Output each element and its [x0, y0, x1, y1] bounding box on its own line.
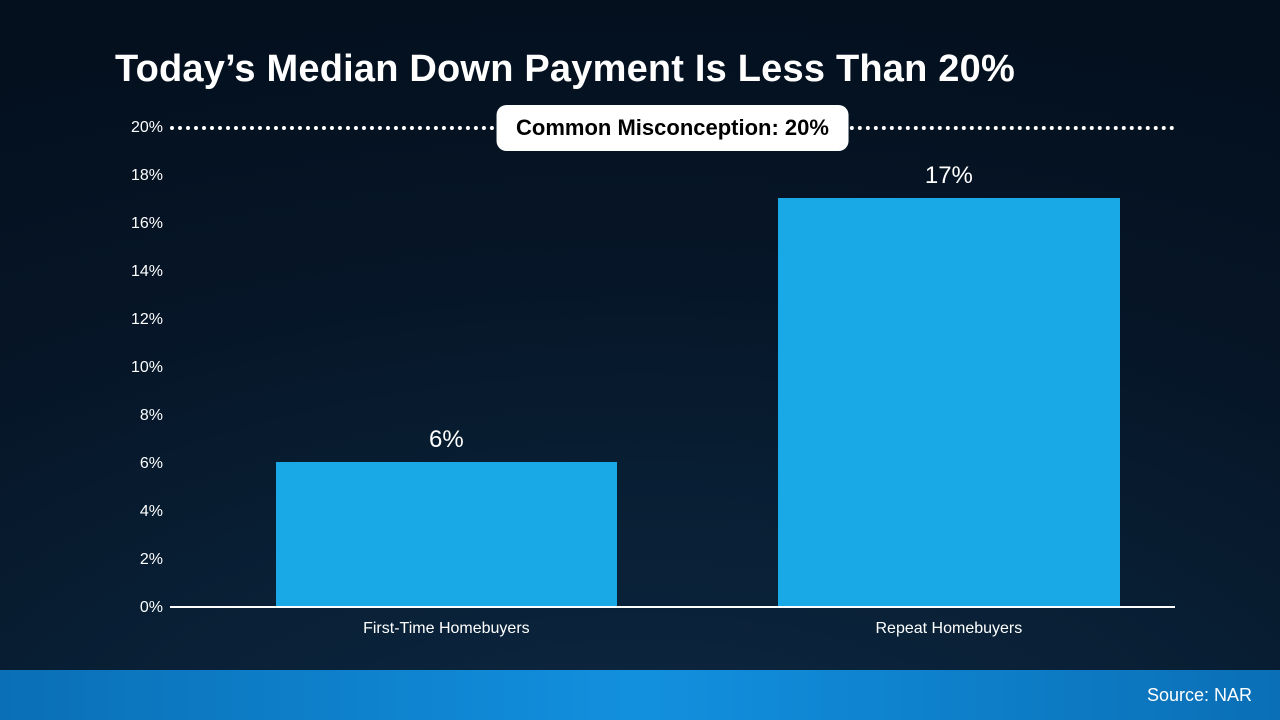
x-tick-label: First-Time Homebuyers [363, 620, 530, 638]
bar [276, 462, 618, 606]
source-label: Source: NAR [1147, 685, 1252, 706]
y-tick-label: 0% [115, 599, 163, 617]
y-tick-label: 8% [115, 407, 163, 425]
bar-value-label: 17% [925, 162, 973, 190]
y-tick-label: 6% [115, 455, 163, 473]
x-tick-label: Repeat Homebuyers [876, 620, 1023, 638]
y-tick-label: 12% [115, 311, 163, 329]
bar-chart: 6%17% 0%2%4%6%8%10%12%14%16%18%20%Common… [115, 128, 1175, 648]
bar-value-label: 6% [429, 426, 464, 454]
y-tick-label: 20% [115, 119, 163, 137]
y-tick-label: 16% [115, 215, 163, 233]
footer-band [0, 670, 1280, 720]
chart-title: Today’s Median Down Payment Is Less Than… [115, 48, 1015, 91]
y-tick-label: 2% [115, 551, 163, 569]
reference-callout: Common Misconception: 20% [496, 105, 849, 151]
plot-area: 6% 17% [170, 128, 1175, 608]
y-tick-label: 10% [115, 359, 163, 377]
y-tick-label: 4% [115, 503, 163, 521]
y-tick-label: 18% [115, 167, 163, 185]
y-tick-label: 14% [115, 263, 163, 281]
bar [778, 198, 1120, 606]
